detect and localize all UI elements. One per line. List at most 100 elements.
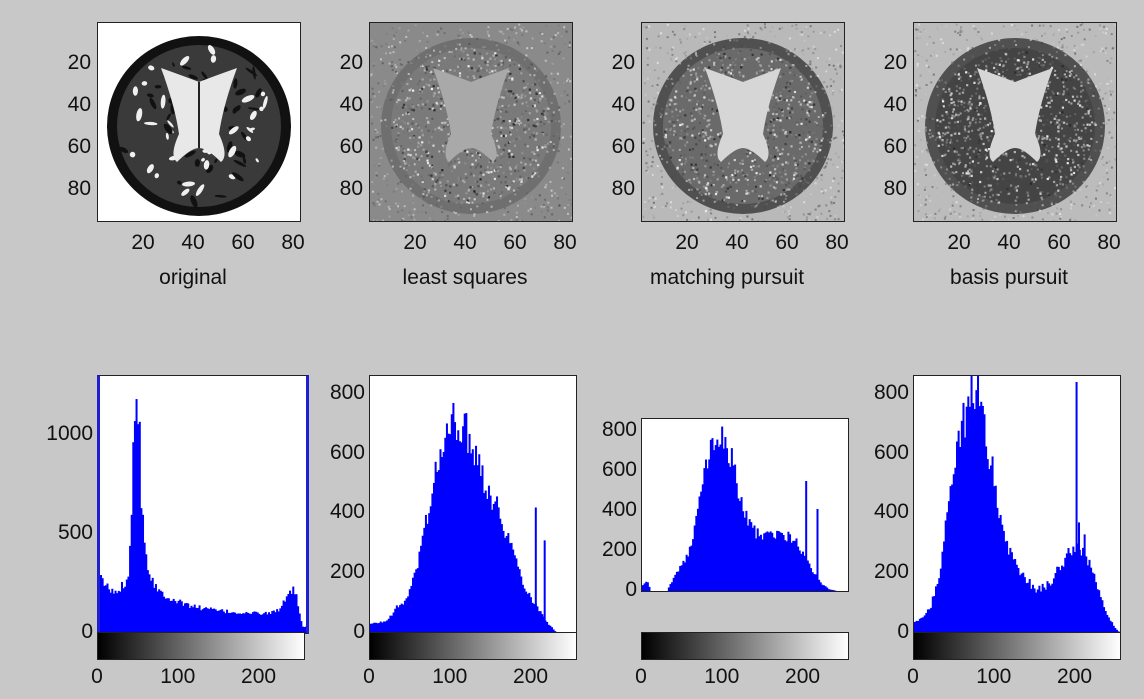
histogram-bar <box>1012 559 1015 633</box>
histogram-bar <box>227 612 230 633</box>
histogram-bar <box>528 592 531 633</box>
histogram-bar <box>161 591 164 633</box>
histogram-bar <box>1057 566 1060 633</box>
histogram-bar <box>101 578 104 633</box>
histogram-bar <box>449 434 452 633</box>
histogram-bar <box>418 551 421 633</box>
y-tick-label: 80 <box>883 177 907 200</box>
histogram-bar <box>988 469 991 633</box>
y-tick-label: 400 <box>329 500 365 524</box>
histogram-spike <box>1083 534 1086 633</box>
histogram-bar <box>1015 564 1018 633</box>
histogram-bar <box>832 590 835 591</box>
histogram-bar <box>646 582 649 591</box>
histogram-bar <box>457 430 460 633</box>
histogram-bar <box>758 536 761 591</box>
histogram-bar <box>690 545 693 591</box>
histogram-bar <box>795 538 798 591</box>
histogram-bar <box>130 514 133 633</box>
histogram-bar <box>996 507 999 633</box>
histogram-bar <box>444 437 447 633</box>
histogram-bar <box>701 484 704 591</box>
histogram-bar <box>915 620 918 633</box>
histogram-spike <box>534 507 537 633</box>
histogram-bar <box>808 563 811 591</box>
histogram-plot <box>641 418 849 592</box>
histogram-plot <box>97 375 309 634</box>
histogram-bar <box>821 584 824 591</box>
histogram-bar <box>756 528 759 591</box>
histogram-bar <box>538 611 541 633</box>
histogram-bar <box>962 402 965 633</box>
y-tick-label: 400 <box>601 498 637 521</box>
histogram-bar <box>473 465 476 633</box>
y-tick-label: 200 <box>873 560 909 584</box>
histogram-bar <box>748 519 751 591</box>
histogram-bar <box>1096 589 1099 633</box>
histogram-bar <box>711 438 714 591</box>
histogram-bar <box>188 608 191 633</box>
histogram-bar <box>454 422 457 633</box>
histogram-bar <box>429 506 432 633</box>
histogram-bar <box>826 587 829 591</box>
histogram-bar <box>1103 607 1106 633</box>
histogram-bar <box>287 593 290 633</box>
histogram-bar <box>700 491 703 591</box>
histogram-bar <box>125 579 128 633</box>
x-tick-label: 40 <box>453 231 477 254</box>
histogram-bar <box>999 514 1002 633</box>
y-tick-label: 1000 <box>46 422 93 446</box>
histogram-bar <box>243 613 246 633</box>
histogram-bar <box>793 540 796 591</box>
x-tick-label: 100 <box>704 665 740 688</box>
histogram-bar <box>445 423 448 633</box>
histogram-bar <box>410 585 413 633</box>
histogram-bar <box>810 568 813 591</box>
histogram-bar <box>1059 570 1062 633</box>
histogram-bar <box>780 532 783 591</box>
histogram-bar <box>829 589 832 591</box>
histogram-bar <box>293 594 296 633</box>
histogram-bar <box>129 545 132 633</box>
histogram-bar <box>389 615 392 633</box>
histogram-bar <box>675 571 678 591</box>
histogram-bar <box>174 601 177 633</box>
histogram-bar <box>798 550 801 591</box>
histogram-bar <box>458 441 461 633</box>
histogram-bar <box>201 609 204 633</box>
histogram-bar <box>177 600 180 633</box>
histogram-spike <box>1077 522 1080 633</box>
histogram-bar <box>1020 573 1023 633</box>
histogram-bar <box>447 433 450 633</box>
histogram-bar <box>100 575 103 633</box>
histogram-bar <box>1052 578 1055 633</box>
histogram-bar <box>745 510 748 591</box>
histogram-bar <box>198 605 201 633</box>
histogram-bar <box>399 605 402 633</box>
histogram-bar <box>1101 600 1104 633</box>
histogram-bar <box>523 588 526 633</box>
histogram-bar <box>1099 597 1102 633</box>
histogram-bar <box>1091 572 1094 633</box>
histogram-bar <box>1106 614 1109 633</box>
histogram-bar <box>436 471 439 633</box>
histogram-bar <box>416 568 419 633</box>
histogram-bar <box>552 629 555 633</box>
histogram-bar <box>387 618 390 633</box>
histogram-bar <box>721 426 724 591</box>
histogram-bar <box>541 614 544 633</box>
histogram-bar <box>106 583 109 633</box>
histogram-bar <box>1030 588 1033 633</box>
histogram-bar <box>121 581 124 633</box>
histogram-bar <box>374 622 377 633</box>
histogram-bar <box>705 459 708 591</box>
histogram-bar <box>1028 579 1031 633</box>
x-tick-label: 80 <box>281 231 305 254</box>
histogram-bar <box>546 621 549 633</box>
histogram-bar <box>164 598 167 633</box>
histogram-bar <box>1027 582 1030 633</box>
histogram-bar <box>920 617 923 633</box>
histogram-bar <box>1004 541 1007 633</box>
histogram-bar <box>696 508 699 591</box>
histogram-bar <box>248 613 251 633</box>
